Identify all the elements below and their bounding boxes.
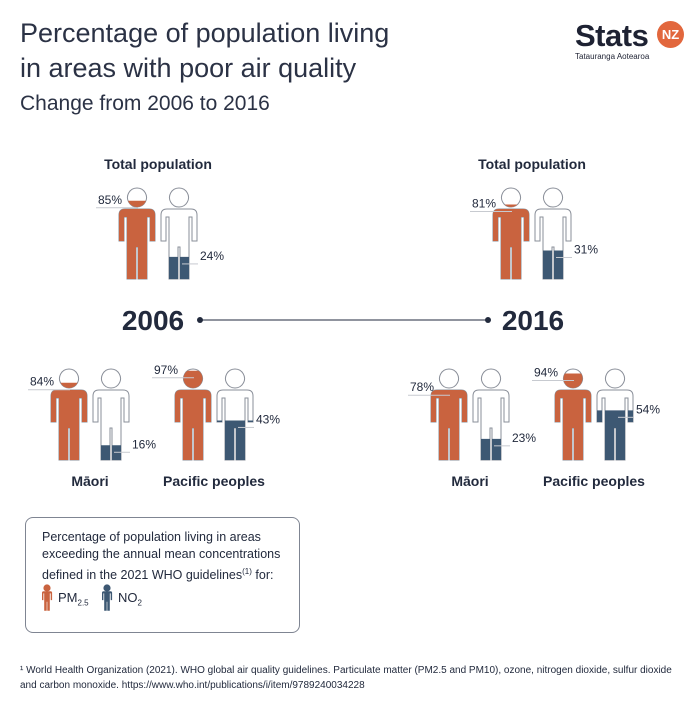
pm25-figure-pacific-peoples-2016	[554, 368, 592, 461]
pm25-figure-total-population-2006	[118, 187, 156, 280]
legend-footnote-ref: (1)	[242, 567, 252, 576]
pm25-label-m-ori-2016: 78%	[410, 380, 434, 394]
logo-wordmark: Stats	[575, 18, 649, 53]
pm25-figure-m-ori-2016	[430, 368, 468, 461]
no2-legend-icon	[102, 584, 113, 611]
timeline-dot-start	[197, 317, 203, 323]
title-line-1: Percentage of population living	[20, 18, 390, 48]
no2-figure-total-population-2006	[160, 187, 198, 280]
no2-label-pacific-peoples-2016: 54%	[636, 402, 660, 416]
no2-legend-label: NO2	[118, 590, 142, 608]
pm25-figure-m-ori-2006	[50, 368, 88, 461]
pm25-label-total-population-2016: 81%	[472, 196, 496, 210]
pm25-label-m-ori-2006: 84%	[30, 375, 54, 389]
group-label-total-population-2006: Total population	[104, 156, 212, 172]
pm-label: PM	[58, 590, 78, 605]
group-label-pacific-peoples-2016: Pacific peoples	[543, 473, 645, 489]
no2-label-total-population-2006: 24%	[200, 249, 224, 263]
legend-description-end: for:	[251, 568, 274, 583]
logo-badge: NZ	[657, 21, 684, 48]
timeline-dot-end	[485, 317, 491, 323]
group-label-m-ori-2016: Māori	[451, 473, 488, 489]
logo-tagline: Tatauranga Aotearoa	[575, 52, 650, 61]
no2-label-m-ori-2006: 16%	[132, 437, 156, 451]
no2-figure-m-ori-2016	[472, 368, 510, 461]
pm25-legend-icon	[42, 584, 53, 611]
stats-nz-logo: Stats NZ Tatauranga Aotearoa	[575, 18, 684, 61]
footnote: ¹ World Health Organization (2021). WHO …	[20, 665, 672, 691]
pm25-figure-pacific-peoples-2006	[174, 368, 212, 461]
chart-title: Percentage of population living in areas…	[20, 16, 389, 86]
no2-figure-m-ori-2006	[92, 368, 130, 461]
pictograph-chart: 85% 24% Total population 84% 16% Māori 97% 43% P…	[28, 156, 660, 489]
no2-figure-total-population-2016	[534, 187, 572, 280]
no-sub: 2	[137, 598, 142, 608]
chart-subtitle: Change from 2006 to 2016	[20, 92, 270, 115]
group-label-pacific-peoples-2006: Pacific peoples	[163, 473, 265, 489]
no2-figure-pacific-peoples-2006	[216, 368, 254, 461]
title-line-2: in areas with poor air quality	[20, 53, 357, 83]
group-label-m-ori-2006: Māori	[71, 473, 108, 489]
legend-description: Percentage of population living in areas…	[42, 529, 292, 584]
year-label-2016: 2016	[502, 305, 564, 336]
pm-sub: 2.5	[77, 598, 89, 608]
pm25-figure-total-population-2016	[492, 187, 530, 280]
legend-description-text: Percentage of population living in areas…	[42, 530, 281, 583]
group-label-total-population-2016: Total population	[478, 156, 586, 172]
pm25-label-pacific-peoples-2016: 94%	[534, 366, 558, 380]
no2-label-m-ori-2016: 23%	[512, 431, 536, 445]
pm25-legend-label: PM2.5	[58, 590, 89, 608]
no-label: NO	[118, 590, 138, 605]
no2-label-total-population-2016: 31%	[574, 242, 598, 256]
no2-figure-pacific-peoples-2016	[596, 368, 634, 461]
legend-box: Percentage of population living in areas…	[25, 517, 300, 633]
no2-label-pacific-peoples-2006: 43%	[256, 412, 280, 426]
year-label-2006: 2006	[122, 305, 184, 336]
pm25-label-pacific-peoples-2006: 97%	[154, 363, 178, 377]
pm25-label-total-population-2006: 85%	[98, 193, 122, 207]
